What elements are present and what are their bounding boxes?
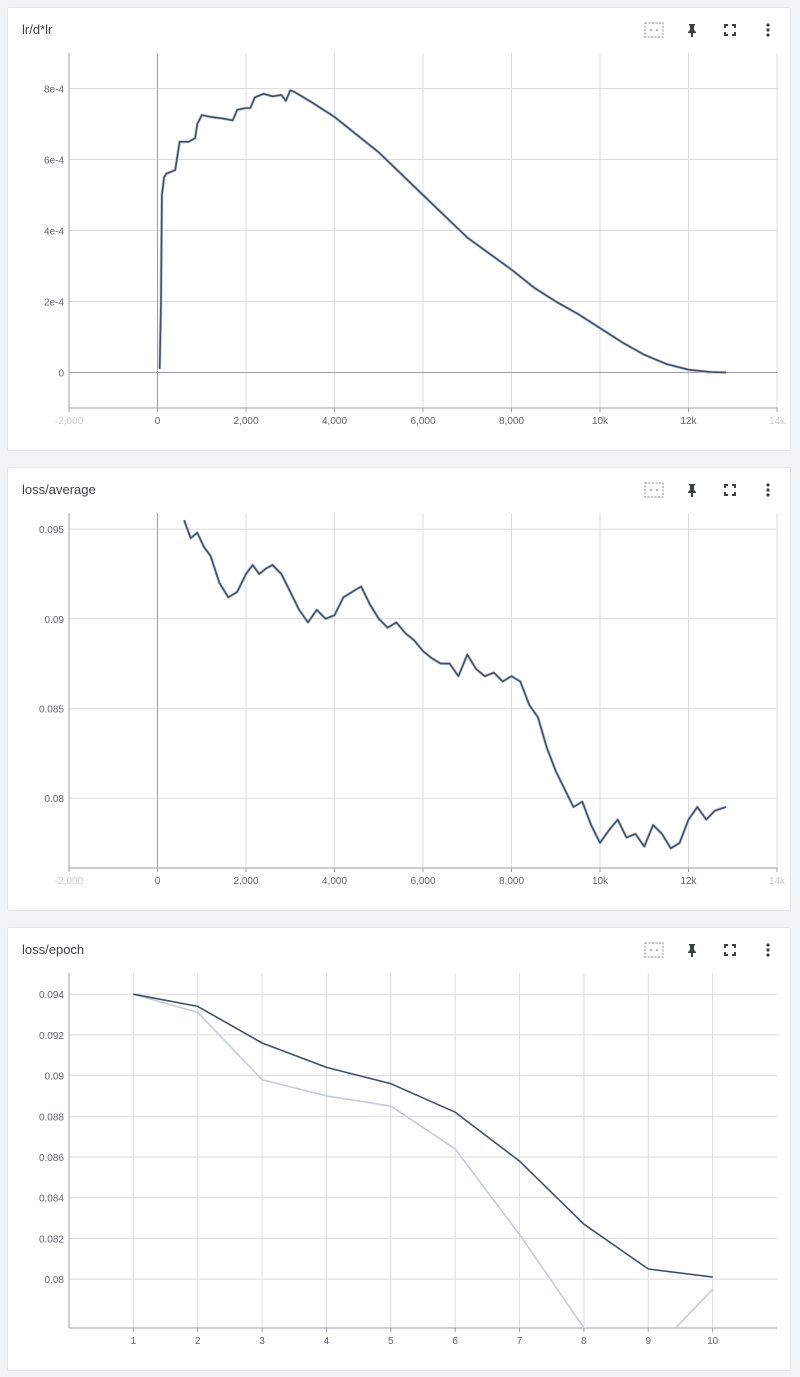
x-tick-label: 10 xyxy=(707,1336,719,1347)
series-smoothed-line xyxy=(133,993,713,1278)
y-tick-label: 6e-4 xyxy=(44,156,64,167)
y-tick-label: 8e-4 xyxy=(44,85,64,96)
series-raw-line xyxy=(133,993,714,1328)
x-tick-label: -2,000 xyxy=(55,416,84,427)
series-smoothed-line xyxy=(158,89,727,374)
chart-card-lr: lr/d*lr 0 2e-4 4e-4 6e-4 8e-4 -2,000 0 2,000 4,0… xyxy=(7,7,791,451)
x-tick-label: 7 xyxy=(517,1336,523,1347)
x-tick-label: 1 xyxy=(131,1336,137,1347)
y-tick-label: 0.092 xyxy=(39,1031,64,1042)
y-tick-label: 0.084 xyxy=(39,1194,64,1205)
y-tick-label: 0.086 xyxy=(39,1153,64,1164)
x-tick-label: 14k xyxy=(769,876,786,887)
y-tick-label: 0.08 xyxy=(45,794,65,805)
x-tick-label: 4 xyxy=(324,1336,330,1347)
x-tick-label: 8,000 xyxy=(499,876,524,887)
x-tick-label: 2 xyxy=(195,1336,201,1347)
y-tick-label: 0.08 xyxy=(45,1275,65,1286)
x-tick-label: 10k xyxy=(592,876,609,887)
fullscreen-icon[interactable] xyxy=(718,478,742,502)
fit-domain-icon[interactable] xyxy=(642,938,666,962)
x-tick-label: 14k xyxy=(769,416,786,427)
pin-icon[interactable] xyxy=(680,18,704,42)
more-vert-icon[interactable] xyxy=(756,938,780,962)
x-tick-label: 3 xyxy=(259,1336,265,1347)
y-tick-label: 0.095 xyxy=(39,525,64,536)
y-tick-label: 0.094 xyxy=(39,990,64,1001)
more-vert-icon[interactable] xyxy=(756,478,780,502)
x-tick-label: 8 xyxy=(581,1336,587,1347)
line-chart-loss-epoch: 0.08 0.082 0.084 0.086 0.088 0.09 0.092 0.094 1 2… xyxy=(39,973,777,1347)
line-chart-loss-average: 0.08 0.085 0.09 0.095 -2,000 0 2,000 4,000 6,000… xyxy=(39,513,786,887)
x-tick-label: 4,000 xyxy=(322,876,347,887)
y-tick-label: 0.09 xyxy=(45,615,65,626)
fullscreen-icon[interactable] xyxy=(718,938,742,962)
fullscreen-icon[interactable] xyxy=(718,18,742,42)
y-tick-label: 0.088 xyxy=(39,1112,64,1123)
pin-icon[interactable] xyxy=(680,938,704,962)
fit-domain-icon[interactable] xyxy=(642,18,666,42)
chart-card-loss-epoch: loss/epoch 0.08 0.082 0.084 0.086 0.088 0.09 0… xyxy=(7,927,791,1371)
y-tick-label: 0 xyxy=(58,369,64,380)
x-tick-label: 9 xyxy=(645,1336,651,1347)
chart-title: loss/average xyxy=(22,482,96,497)
chart-title: lr/d*lr xyxy=(22,22,53,37)
chart-title: loss/epoch xyxy=(22,942,85,957)
x-tick-label: 8,000 xyxy=(499,416,524,427)
y-tick-label: 0.085 xyxy=(39,704,64,715)
line-chart-lr: 0 2e-4 4e-4 6e-4 8e-4 -2,000 0 2,000 4,000 6,000 8… xyxy=(44,53,786,427)
y-tick-label: 4e-4 xyxy=(44,227,64,238)
more-vert-icon[interactable] xyxy=(756,18,780,42)
x-tick-label: 6,000 xyxy=(410,876,435,887)
chart-card-loss-average: loss/average 0.08 0.085 0.09 0.095 -2,000 0 2,… xyxy=(7,467,791,911)
x-tick-label: 10k xyxy=(592,416,609,427)
x-tick-label: 5 xyxy=(388,1336,394,1347)
y-tick-label: 0.082 xyxy=(39,1234,64,1245)
series-raw-line xyxy=(158,88,727,374)
x-tick-label: 0 xyxy=(155,876,161,887)
x-tick-label: -2,000 xyxy=(55,876,84,887)
pin-icon[interactable] xyxy=(680,478,704,502)
x-tick-label: 0 xyxy=(155,416,161,427)
x-tick-label: 6 xyxy=(452,1336,458,1347)
y-tick-label: 2e-4 xyxy=(44,298,64,309)
chart-toolbar xyxy=(642,18,780,42)
y-tick-label: 0.09 xyxy=(45,1072,65,1083)
x-tick-label: 6,000 xyxy=(410,416,435,427)
series-smoothed-line xyxy=(183,519,727,850)
x-tick-label: 2,000 xyxy=(233,416,258,427)
chart-toolbar xyxy=(642,938,780,962)
x-tick-label: 2,000 xyxy=(233,876,258,887)
x-tick-label: 12k xyxy=(680,876,697,887)
fit-domain-icon[interactable] xyxy=(642,478,666,502)
x-tick-label: 4,000 xyxy=(322,416,347,427)
x-tick-label: 12k xyxy=(680,416,697,427)
chart-toolbar xyxy=(642,478,780,502)
